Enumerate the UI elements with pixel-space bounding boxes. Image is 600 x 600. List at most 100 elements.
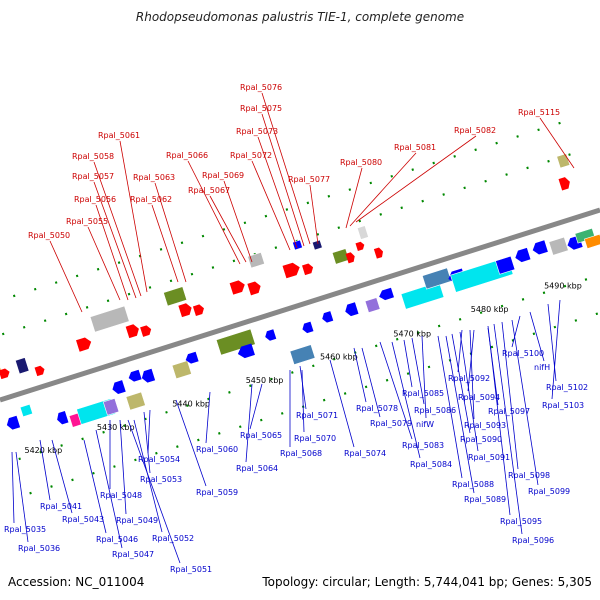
forward-gene-label: Rpal_5055 xyxy=(66,217,108,226)
reverse-gene-label: Rpal_5046 xyxy=(96,535,138,544)
accession-label: Accession: NC_011004 xyxy=(8,575,145,589)
reverse-leader-line xyxy=(421,335,427,419)
genome-stats-label: Topology: circular; Length: 5,744,041 bp… xyxy=(262,575,592,589)
forward-gene-label: Rpal_5115 xyxy=(518,108,560,117)
reverse-gene-label: Rpal_5099 xyxy=(528,487,570,496)
forward-gene-arrow xyxy=(178,303,192,318)
reverse-gene-box xyxy=(102,397,120,416)
reverse-leader-line xyxy=(329,359,355,448)
reverse-leader-line xyxy=(551,299,561,400)
forward-leader-line xyxy=(209,195,247,263)
reverse-leader-line xyxy=(39,439,51,501)
reverse-leader-line xyxy=(445,335,475,494)
forward-gene-box xyxy=(311,239,323,251)
forward-gene-arrow xyxy=(125,324,139,339)
forward-gene-arrow xyxy=(247,281,261,296)
reverse-gene-box xyxy=(171,360,192,380)
reverse-leader-line xyxy=(175,399,207,487)
forward-gene-arrow xyxy=(229,280,245,295)
forward-leader-line xyxy=(261,113,305,247)
forward-gene-label: Rpal_5057 xyxy=(72,172,114,181)
scale-tick-label: 5450 kbp xyxy=(246,376,284,385)
reverse-leader-line xyxy=(205,391,211,444)
reverse-leader-line xyxy=(469,329,475,420)
reverse-gene-box xyxy=(215,328,256,356)
reverse-gene-arrow xyxy=(128,369,142,382)
reverse-leader-line xyxy=(51,439,73,514)
reverse-gene-arrow xyxy=(185,351,199,364)
forward-leader-line xyxy=(345,167,363,229)
forward-gene-arrow xyxy=(140,325,152,337)
reverse-gene-box xyxy=(495,255,516,275)
forward-gene-arrow xyxy=(558,177,570,191)
forward-gene-box xyxy=(556,153,571,169)
reverse-leader-line xyxy=(437,335,463,479)
reverse-gene-box xyxy=(364,297,381,314)
reverse-gene-label: Rpal_5095 xyxy=(500,517,542,526)
reverse-leader-line xyxy=(147,409,151,454)
reverse-gene-box xyxy=(125,391,146,411)
forward-gene-label: Rpal_5067 xyxy=(188,186,230,195)
forward-gene-box xyxy=(356,225,369,240)
forward-gene-label: Rpal_5077 xyxy=(288,175,330,184)
forward-gene-label: Rpal_5072 xyxy=(230,151,272,160)
forward-gene-arrow xyxy=(302,263,314,276)
forward-gene-arrow xyxy=(355,241,365,252)
forward-leader-line xyxy=(119,140,148,293)
reverse-gene-label: Rpal_5084 xyxy=(410,460,452,469)
reverse-gene-label: Rpal_5074 xyxy=(344,449,386,458)
reverse-gene-label: Rpal_5054 xyxy=(138,455,180,464)
reverse-leader-line xyxy=(487,327,499,406)
reverse-gene-arrow xyxy=(6,415,21,430)
track-dots xyxy=(29,311,600,495)
forward-gene-arrow xyxy=(0,368,10,380)
reverse-gene-label: Rpal_5102 xyxy=(546,383,588,392)
reverse-leader-line xyxy=(511,319,539,486)
scale-tick-label: 5490 kbp xyxy=(544,282,582,291)
reverse-gene-arrow xyxy=(302,321,314,334)
reverse-gene-label: nifW xyxy=(416,420,434,429)
reverse-gene-label: Rpal_5071 xyxy=(296,411,338,420)
reverse-gene-label: Rpal_5097 xyxy=(488,407,530,416)
reverse-gene-label: Rpal_5041 xyxy=(40,502,82,511)
reverse-leader-line xyxy=(95,429,123,549)
reverse-leader-line xyxy=(301,369,305,433)
scale-tick-label: 5460 kbp xyxy=(320,353,358,362)
reverse-leader-line xyxy=(249,383,263,430)
reverse-leader-line xyxy=(493,323,523,535)
forward-gene-label: Rpal_5073 xyxy=(236,127,278,136)
reverse-gene-arrow xyxy=(141,368,156,383)
forward-gene-label: Rpal_5081 xyxy=(394,143,436,152)
reverse-gene-label: Rpal_5083 xyxy=(402,441,444,450)
reverse-gene-label: Rpal_5086 xyxy=(414,406,456,415)
reverse-leader-line xyxy=(245,383,253,463)
reverse-gene-arrow xyxy=(237,343,255,359)
reverse-gene-box xyxy=(421,267,452,290)
reverse-gene-label: Rpal_5036 xyxy=(18,544,60,553)
reverse-gene-arrow xyxy=(265,329,277,341)
forward-gene-arrow xyxy=(192,304,204,316)
reverse-gene-arrow xyxy=(515,247,531,263)
forward-leader-line xyxy=(223,180,253,263)
reverse-gene-label: Rpal_5052 xyxy=(152,534,194,543)
forward-gene-label: Rpal_5082 xyxy=(454,126,496,135)
forward-gene-label: Rpal_5076 xyxy=(240,83,282,92)
reverse-gene-label: Rpal_5049 xyxy=(116,516,158,525)
reverse-gene-label: Rpal_5068 xyxy=(280,449,322,458)
forward-gene-arrow xyxy=(282,262,300,279)
reverse-gene-label: Rpal_5048 xyxy=(100,491,142,500)
reverse-gene-box xyxy=(583,233,600,249)
forward-leader-line xyxy=(87,226,121,301)
reverse-leader-line xyxy=(411,337,425,405)
reverse-gene-label: Rpal_5096 xyxy=(512,536,554,545)
forward-leader-line xyxy=(355,135,477,223)
forward-gene-box xyxy=(89,305,130,333)
reverse-leader-line xyxy=(457,329,463,373)
reverse-gene-box xyxy=(400,281,445,310)
reverse-leader-line xyxy=(511,315,521,348)
reverse-gene-label: Rpal_5065 xyxy=(240,431,282,440)
reverse-leader-line xyxy=(501,321,519,470)
forward-gene-arrow xyxy=(345,252,355,264)
reverse-gene-label: Rpal_5094 xyxy=(458,393,500,402)
